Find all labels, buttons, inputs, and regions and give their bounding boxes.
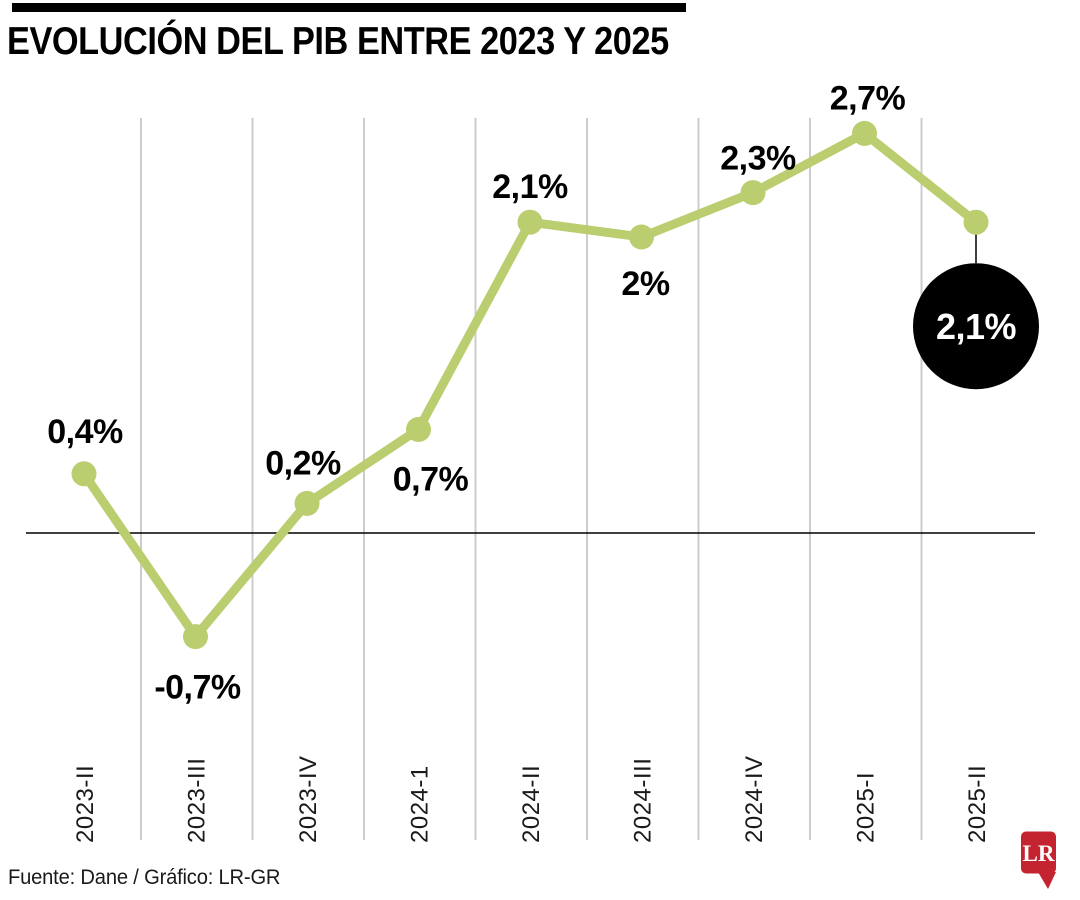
x-tick-label: 2023-III — [184, 758, 211, 843]
highlight-bubble — [913, 263, 1039, 390]
value-label: -0,7% — [154, 669, 241, 707]
source-note: Fuente: Dane / Gráfico: LR-GR — [8, 866, 281, 889]
data-point-marker — [294, 490, 320, 516]
x-tick-label: 2024-II — [518, 765, 545, 843]
lr-logo-letters: LR — [1023, 841, 1055, 866]
value-label: 0,4% — [47, 413, 123, 451]
data-point-marker — [183, 624, 208, 650]
pib-series-line — [79, 128, 981, 642]
data-point-marker — [629, 224, 654, 250]
x-tick-label: 2025-II — [964, 765, 991, 843]
value-label: 2% — [621, 265, 669, 303]
value-label: 0,2% — [265, 444, 341, 482]
data-point-marker — [740, 180, 766, 206]
data-point-marker — [406, 416, 431, 442]
data-point-marker — [852, 120, 877, 146]
x-tick-label: 2024-III — [630, 758, 657, 843]
value-label: 2,7% — [830, 79, 906, 117]
lr-logo: LR — [1021, 831, 1056, 889]
x-tick-label: 2023-IV — [295, 755, 322, 843]
top-rule — [12, 3, 686, 12]
data-point-marker — [963, 209, 989, 235]
chart-title: EVOLUCIÓN DEL PIB ENTRE 2023 Y 2025 — [7, 20, 669, 63]
data-point-marker — [71, 461, 97, 487]
x-tick-label: 2024-1 — [407, 765, 434, 843]
lr-logo-bubble — [1021, 831, 1056, 874]
value-label: 0,7% — [393, 460, 469, 498]
x-tick-label: 2024-IV — [741, 755, 768, 843]
value-label: 2,1% — [492, 168, 568, 206]
value-label: 2,3% — [720, 140, 796, 178]
x-tick-label: 2025-I — [853, 772, 880, 843]
lr-logo-tail — [1038, 872, 1056, 889]
data-point-marker — [517, 209, 543, 235]
x-tick-label: 2023-II — [72, 765, 99, 843]
highlight-value-label: 2,1% — [936, 306, 1017, 347]
